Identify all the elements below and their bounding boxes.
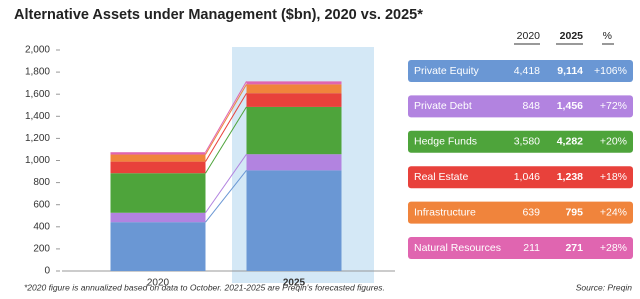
legend-row	[408, 60, 633, 82]
bar-segment	[246, 170, 342, 271]
legend-value: 211	[523, 242, 540, 254]
legend-value: 3,580	[514, 136, 540, 148]
legend-row	[408, 166, 633, 189]
legend-value: 4,282	[557, 136, 583, 148]
connector-line	[205, 106, 247, 174]
legend-name: Real Estate	[414, 171, 468, 183]
legend-value: +28%	[600, 242, 627, 254]
bar-segment	[246, 84, 342, 94]
x-tick-label: 2025	[283, 278, 306, 289]
bar-segment	[110, 173, 206, 213]
y-tick-label: 1,800	[25, 67, 50, 78]
legend-row	[408, 130, 633, 153]
bar-segment	[110, 212, 206, 223]
legend-row	[408, 237, 633, 259]
table-header: 2020	[517, 30, 541, 42]
legend-value: +18%	[600, 171, 627, 183]
connector-line	[205, 81, 247, 153]
legend-value: +24%	[600, 206, 627, 218]
y-tick-label: 800	[33, 177, 50, 188]
bar-segment	[246, 81, 342, 85]
legend-value: 4,418	[514, 65, 540, 77]
footnote: *2020 figure is annualized based on data…	[24, 282, 385, 292]
source: Source: Preqin	[576, 282, 632, 292]
connector-line	[205, 170, 247, 223]
legend-value: +20%	[600, 136, 627, 148]
y-tick-label: 0	[44, 266, 50, 277]
legend-value: 1,456	[557, 100, 583, 112]
legend-name: Natural Resources	[414, 242, 501, 254]
legend-name: Hedge Funds	[414, 136, 477, 148]
table-header: 2025	[560, 30, 584, 42]
legend-row	[408, 95, 633, 118]
legend-value: +72%	[600, 100, 627, 112]
legend-value: 795	[565, 206, 583, 218]
x-tick-label: 2020	[147, 278, 170, 289]
y-tick-label: 1,000	[25, 155, 50, 166]
legend-value: 639	[522, 206, 540, 218]
legend-row	[408, 201, 633, 224]
legend-value: 271	[565, 242, 583, 254]
y-tick-label: 1,600	[25, 89, 50, 100]
bar-segment	[110, 161, 206, 174]
connector-line	[205, 92, 247, 162]
legend-name: Private Equity	[414, 65, 480, 77]
y-tick-label: 400	[33, 221, 50, 232]
legend-value: 1,238	[557, 171, 583, 183]
legend-value: 1,046	[514, 171, 540, 183]
bar-segment	[246, 106, 342, 155]
legend-name: Infrastructure	[414, 206, 476, 218]
legend-name: Private Debt	[414, 100, 472, 112]
bar-segment	[110, 222, 206, 271]
chart-title: Alternative Assets under Management ($bn…	[14, 7, 423, 23]
legend-value: 848	[522, 100, 540, 112]
bar-segment	[110, 154, 206, 162]
legend-value: +106%	[594, 65, 627, 77]
y-tick-label: 1,200	[25, 133, 50, 144]
legend-value: 9,114	[557, 65, 583, 77]
bar-segment	[246, 154, 342, 171]
y-tick-label: 200	[33, 244, 50, 255]
connector-line	[205, 153, 247, 214]
y-tick-label: 600	[33, 199, 50, 210]
bar-segment	[110, 152, 206, 155]
bar-segment	[246, 93, 342, 107]
connector-line	[205, 84, 247, 155]
y-tick-label: 1,400	[25, 111, 50, 122]
y-tick-label: 2,000	[25, 45, 50, 56]
table-header: %	[603, 30, 612, 42]
